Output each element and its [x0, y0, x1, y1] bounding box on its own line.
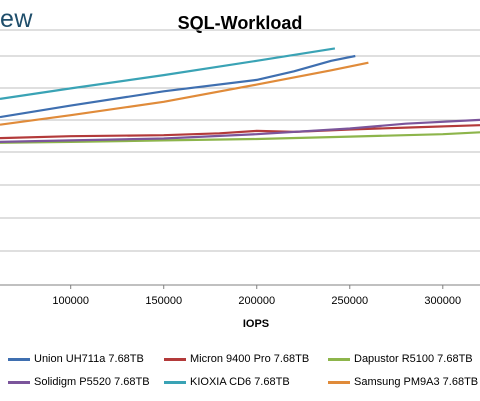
legend-item: KIOXIA CD6 7.68TB — [164, 376, 290, 388]
legend-swatch — [8, 380, 30, 384]
series-line-3 — [0, 118, 480, 143]
legend-swatch — [164, 380, 186, 384]
x-tick-label: 250000 — [331, 295, 368, 307]
legend-label: Union UH711a 7.68TB — [34, 353, 144, 365]
legend-label: KIOXIA CD6 7.68TB — [190, 376, 290, 388]
x-tick-label: 200000 — [238, 295, 275, 307]
legend-swatch — [8, 357, 30, 361]
legend-item: Dapustor R5100 7.68TB — [328, 353, 473, 365]
chart-title: SQL-Workload — [177, 13, 303, 33]
legend-item: Solidigm P5520 7.68TB — [8, 376, 150, 388]
legend-item: Micron 9400 Pro 7.68TB — [164, 353, 309, 365]
legend-label: Solidigm P5520 7.68TB — [34, 376, 150, 388]
legend-swatch — [328, 380, 350, 384]
line-chart: 100000 150000 200000 250000 300000 IOPS — [0, 29, 480, 330]
grid-lines — [0, 29, 480, 286]
axes — [0, 284, 480, 289]
legend-swatch — [328, 357, 350, 361]
x-tick-label: 100000 — [52, 295, 89, 307]
series-line-0 — [0, 54, 356, 119]
x-tick-labels: 100000 150000 200000 250000 300000 — [52, 295, 461, 307]
x-axis-label: IOPS — [243, 318, 269, 330]
legend-item: Union UH711a 7.68TB — [8, 353, 144, 365]
legend-label: Dapustor R5100 7.68TB — [354, 353, 473, 365]
series-line-2 — [0, 131, 480, 144]
brand-logo-fragment: ew — [0, 5, 33, 33]
x-tick-label: 150000 — [145, 295, 182, 307]
legend: Union UH711a 7.68TB Micron 9400 Pro 7.68T… — [0, 348, 480, 401]
legend-label: Micron 9400 Pro 7.68TB — [190, 353, 310, 365]
series-line-1 — [0, 124, 480, 140]
x-tick-label: 300000 — [424, 295, 461, 307]
series-line-4 — [0, 47, 336, 100]
legend-item: Samsung PM9A3 7.68TB — [328, 376, 478, 388]
legend-swatch — [164, 357, 186, 361]
series-lines — [0, 47, 480, 144]
legend-label: Samsung PM9A3 7.68TB — [354, 376, 479, 388]
series-line-5 — [0, 61, 369, 126]
